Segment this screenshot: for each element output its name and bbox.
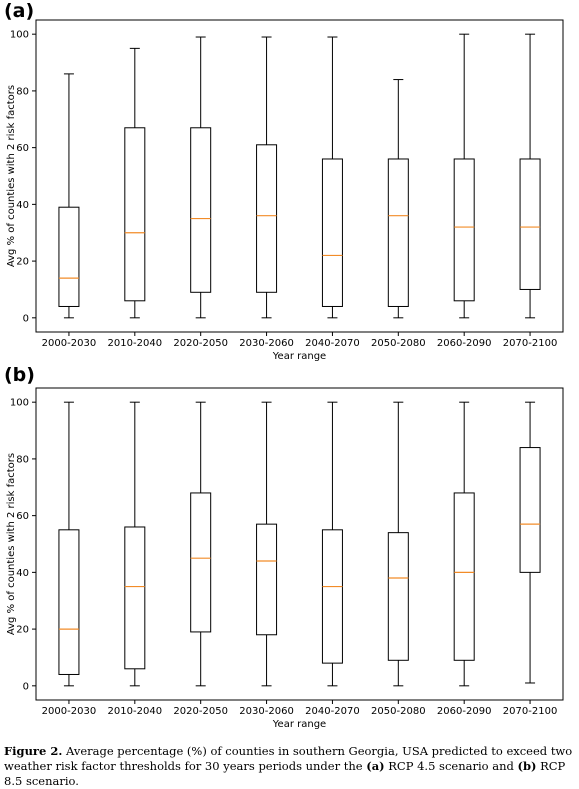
iqr-box [387,158,409,307]
x-tick-label: 2070-2100 [503,706,558,717]
panel-a-label: (a) [4,0,35,22]
iqr-box [256,523,278,636]
box-2000-2030 [58,73,80,319]
box-2000-2030 [58,401,80,687]
box-2030-2060 [256,401,278,687]
y-tick-label: 40 [16,200,29,211]
box-2060-2090 [453,401,475,687]
box-2050-2080 [387,401,409,687]
x-tick-label: 2000-2030 [42,706,97,717]
x-tick-label: 2070-2100 [503,338,558,349]
x-axis-label: Year range [272,719,326,730]
x-tick-label: 2050-2080 [371,338,426,349]
iqr-box [519,158,541,290]
x-tick-label: 2060-2090 [437,706,492,717]
iqr-box [190,492,212,633]
iqr-box [190,127,212,293]
y-tick-label: 20 [16,625,29,636]
caption-text-1: Average percentage (%) of counties in so… [4,744,573,773]
iqr-box [256,144,278,293]
caption-b-label: (b) [517,759,537,773]
x-axis-label: Year range [272,351,326,362]
iqr-box [321,158,343,307]
boxplot-chart-a: 0 20 40 60 80 100 2000-2030 2010-2040 2020-2050 2… [6,19,564,362]
box-2030-2060 [256,36,278,319]
y-tick-label: 20 [16,257,29,268]
box-2020-2050 [190,401,212,687]
iqr-box [124,127,146,302]
iqr-box [124,526,146,670]
x-tick-label: 2020-2050 [173,338,228,349]
box-2040-2070 [321,401,343,687]
boxplot-chart-b: 0 20 40 60 80 100 2000-2030 2010-2040 2020-2050 2… [6,387,564,730]
iqr-box [58,529,80,675]
figure-label: Figure 2. [4,744,63,758]
box-2040-2070 [321,36,343,319]
x-tick-label: 2020-2050 [173,706,228,717]
y-tick-label: 100 [10,30,29,41]
figure-caption: Figure 2. Average percentage (%) of coun… [4,744,576,789]
y-tick-label: 60 [16,511,29,522]
y-axis-label: Avg % of counties with 2 risk factors [6,453,17,635]
box-2070-2100 [519,33,541,319]
iqr-box [321,529,343,664]
y-tick-label: 0 [23,313,29,324]
iqr-box [519,447,541,573]
iqr-box [453,158,475,302]
box-2020-2050 [190,36,212,319]
iqr-box [58,206,80,307]
y-tick-label: 80 [16,454,29,465]
x-tick-label: 2010-2040 [108,338,163,349]
caption-text-2: RCP 4.5 scenario and [384,759,518,773]
box-2060-2090 [453,33,475,319]
box-2070-2100 [519,401,541,684]
x-tick-label: 2040-2070 [305,338,360,349]
x-tick-label: 2010-2040 [108,706,163,717]
plot-frame [35,19,564,333]
x-tick-label: 2000-2030 [42,338,97,349]
y-tick-label: 40 [16,568,29,579]
x-tick-label: 2030-2060 [239,338,294,349]
iqr-box [453,492,475,661]
y-tick-label: 60 [16,143,29,154]
box-2010-2040 [124,401,146,687]
y-tick-label: 80 [16,86,29,97]
box-2010-2040 [124,47,146,319]
caption-a-label: (a) [366,759,385,773]
x-tick-label: 2050-2080 [371,706,426,717]
x-tick-label: 2030-2060 [239,706,294,717]
panel-b-label: (b) [4,364,35,386]
x-tick-label: 2060-2090 [437,338,492,349]
plot-frame [35,387,564,701]
box-2050-2080 [387,79,409,319]
iqr-box [387,532,409,661]
x-tick-label: 2040-2070 [305,706,360,717]
y-tick-label: 0 [23,681,29,692]
y-tick-label: 100 [10,398,29,409]
y-axis-label: Avg % of counties with 2 risk factors [6,85,17,267]
